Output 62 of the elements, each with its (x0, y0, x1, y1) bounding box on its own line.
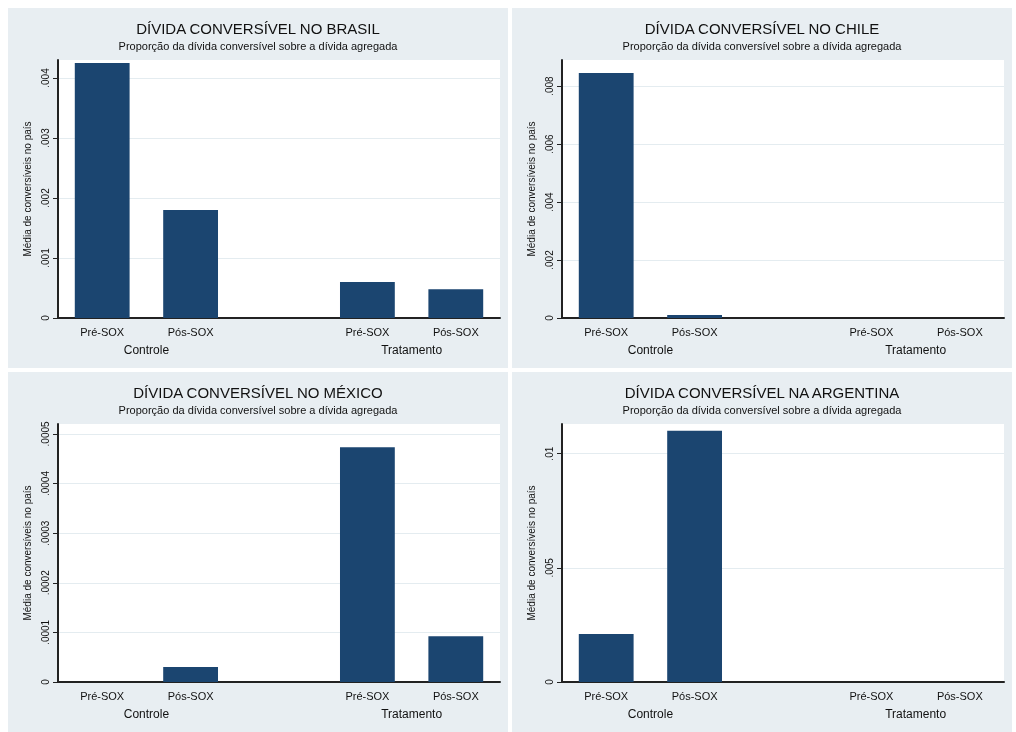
x-tick-label: Pré-SOX (849, 689, 895, 702)
y-tick-label: .003 (39, 127, 51, 148)
chart-title: DÍVIDA CONVERSÍVEL NO CHILE (644, 20, 880, 37)
y-tick-label: 0 (543, 314, 555, 321)
text: Controle (627, 707, 674, 721)
x-tick-label: Pós-SOX (671, 325, 719, 338)
x-tick-label: Pós-SOX (432, 325, 480, 338)
chart-title: DÍVIDA CONVERSÍVEL NO MÉXICO (133, 384, 383, 401)
text: Tratamento (885, 707, 947, 721)
chart-title: DÍVIDA CONVERSÍVEL NA ARGENTINA (624, 384, 900, 401)
x-tick-label: Pós-SOX (936, 325, 984, 338)
y-tick-label: 0 (39, 314, 51, 321)
x-tick-label: Pós-SOX (432, 689, 480, 702)
text: Controle (123, 707, 170, 721)
y-tick-label: .001 (39, 247, 51, 268)
y-axis-title: Média de conversíveis no país (525, 121, 537, 257)
x-tick-label: Pós-SOX (671, 689, 719, 702)
text: Tratamento (381, 707, 443, 721)
y-tick-label: .002 (543, 249, 555, 270)
text: Controle (123, 343, 170, 357)
y-axis-title: Média de conversíveis no país (21, 121, 33, 257)
y-tick-label: .0002 (39, 569, 51, 596)
y-axis-title: Média de conversíveis no país (21, 485, 33, 621)
y-tick-label: .0003 (39, 520, 51, 546)
bar (340, 282, 395, 318)
y-tick-label: 0 (39, 678, 51, 685)
chart-subtitle: Proporção da dívida conversível sobre a dívida agregada (622, 39, 903, 52)
chart-title: DÍVIDA CONVERSÍVEL NO BRASIL (136, 20, 380, 37)
bar (428, 636, 484, 682)
y-tick-label: .002 (39, 187, 51, 208)
bar (428, 289, 484, 318)
y-tick-label: .008 (543, 75, 555, 96)
bar (163, 210, 218, 318)
y-tick-label: .006 (543, 133, 555, 154)
chart-subtitle: Proporção da dívida conversível sobre a dívida agregada (118, 39, 399, 52)
y-tick-label: .004 (543, 191, 555, 212)
y-axis-title: Média de conversíveis no país (525, 485, 537, 621)
y-tick-label: .005 (543, 557, 555, 578)
chart-subtitle: Proporção da dívida conversível sobre a dívida agregada (118, 403, 399, 416)
chart-subtitle: Proporção da dívida conversível sobre a dívida agregada (622, 403, 903, 416)
y-tick-label: .0005 (39, 420, 51, 447)
bar (74, 63, 130, 318)
text: Tratamento (885, 343, 947, 357)
x-tick-label: Pré-SOX (849, 325, 895, 338)
bar (163, 667, 218, 682)
y-tick-label: .0004 (39, 470, 51, 497)
text: Controle (627, 343, 674, 357)
x-tick-label: Pré-SOX (345, 325, 391, 338)
bar (340, 447, 395, 682)
text: Tratamento (381, 343, 443, 357)
x-tick-label: Pré-SOX (584, 325, 629, 338)
x-tick-label: Pós-SOX (167, 325, 215, 338)
y-tick-label: .0001 (39, 619, 51, 645)
y-tick-label: .004 (39, 67, 51, 88)
x-tick-label: Pré-SOX (584, 689, 629, 702)
x-tick-label: Pré-SOX (80, 325, 125, 338)
y-tick-label: .01 (543, 446, 555, 461)
x-tick-label: Pós-SOX (936, 689, 984, 702)
x-tick-label: Pós-SOX (167, 689, 215, 702)
x-tick-label: Pré-SOX (80, 689, 125, 702)
y-tick-label: 0 (543, 678, 555, 685)
x-tick-label: Pré-SOX (345, 689, 391, 702)
